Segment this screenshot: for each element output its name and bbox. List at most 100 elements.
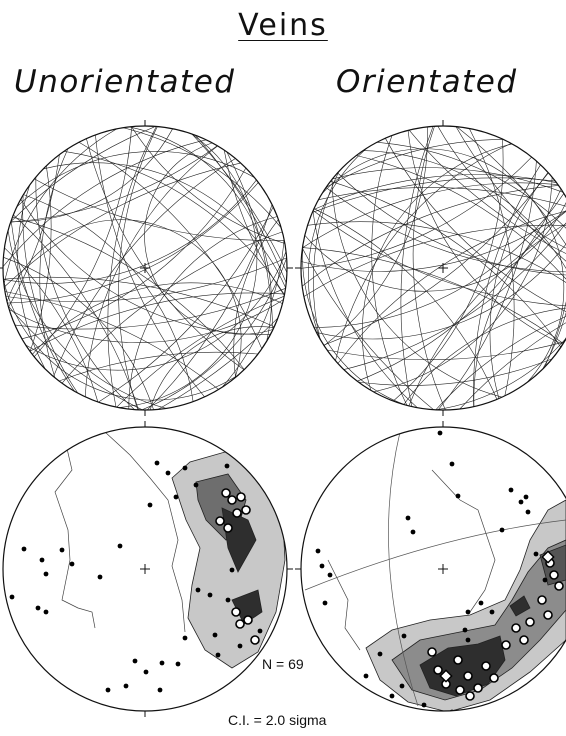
pole-cluster-marker bbox=[473, 683, 483, 693]
zero-contour-line bbox=[104, 431, 186, 633]
great-circle-trace bbox=[403, 306, 566, 405]
pole-point bbox=[542, 577, 548, 583]
great-circle-trace bbox=[7, 182, 259, 304]
great-circle-trace bbox=[144, 142, 274, 335]
pole-point bbox=[35, 605, 41, 611]
great-circle-trace bbox=[16, 151, 255, 208]
pole-point bbox=[173, 494, 179, 500]
great-circle-trace bbox=[393, 138, 504, 402]
great-circle-trace bbox=[95, 134, 205, 398]
pole-point bbox=[377, 651, 383, 657]
great-circle-trace bbox=[363, 150, 566, 300]
great-circle-trace bbox=[141, 257, 287, 410]
great-circle-trace bbox=[86, 138, 245, 371]
great-circle-trace bbox=[43, 162, 286, 288]
pole-cluster-marker bbox=[481, 661, 491, 671]
great-circle-trace bbox=[107, 126, 157, 408]
pole-cluster-marker bbox=[489, 673, 499, 683]
pole-cluster-marker bbox=[232, 508, 242, 518]
great-circle-trace bbox=[14, 288, 286, 330]
great-circle-trace bbox=[301, 274, 566, 410]
pole-cluster-marker bbox=[223, 523, 233, 533]
pole-point bbox=[105, 687, 111, 693]
great-circle-trace bbox=[7, 305, 143, 410]
great-circle-trace bbox=[118, 133, 258, 408]
pole-point bbox=[525, 509, 531, 515]
great-circle-trace bbox=[321, 148, 565, 383]
great-circle-trace bbox=[121, 178, 287, 410]
great-circle-trace bbox=[356, 155, 566, 298]
great-circle-trace bbox=[358, 358, 553, 386]
great-circle-trace bbox=[318, 187, 566, 208]
great-circle-trace bbox=[3, 257, 154, 410]
great-circle-trace bbox=[116, 295, 285, 408]
pole-cluster-marker bbox=[227, 495, 237, 505]
great-circle-trace bbox=[544, 212, 566, 368]
great-circle-trace bbox=[473, 164, 541, 407]
pole-point bbox=[237, 643, 243, 649]
great-circle-trace bbox=[437, 126, 566, 257]
pole-point bbox=[499, 527, 505, 533]
great-circle-trace bbox=[4, 291, 219, 390]
pole-cluster-marker bbox=[501, 640, 511, 650]
pole-point bbox=[159, 660, 165, 666]
great-circle-trace bbox=[400, 126, 434, 407]
great-circle-trace bbox=[304, 199, 566, 292]
great-circle-trace bbox=[303, 224, 566, 297]
great-circle-trace bbox=[85, 145, 218, 397]
pole-point bbox=[182, 465, 188, 471]
pole-point bbox=[322, 600, 328, 606]
great-circle-trace bbox=[58, 351, 258, 382]
reference-great-circle bbox=[304, 519, 566, 591]
great-circle-trace bbox=[78, 142, 263, 349]
great-circle-trace bbox=[118, 126, 158, 410]
great-circle-trace bbox=[302, 247, 564, 344]
great-circle-trace bbox=[343, 212, 566, 370]
pole-point bbox=[508, 487, 514, 493]
pole-point bbox=[21, 546, 27, 552]
pole-point bbox=[401, 633, 407, 639]
pole-point bbox=[193, 482, 199, 488]
cardinal-tick-marks bbox=[0, 120, 293, 416]
zero-contour-line bbox=[431, 469, 496, 613]
great-circle-trace bbox=[10, 128, 173, 222]
center-cross-icon bbox=[438, 564, 448, 574]
great-circle-trace bbox=[385, 138, 566, 317]
contour-level-3 bbox=[509, 595, 531, 617]
reference-great-circle bbox=[388, 431, 419, 707]
great-circle-trace bbox=[114, 126, 287, 400]
pole-point bbox=[389, 693, 395, 699]
great-circle-trace bbox=[12, 216, 245, 370]
stereonet-great-circles-unorientated bbox=[0, 120, 293, 416]
great-circle-trace bbox=[313, 171, 340, 339]
pole-point bbox=[224, 463, 230, 469]
great-circle-trace bbox=[352, 126, 537, 162]
contour-interval-label: C.I. = 2.0 sigma bbox=[228, 712, 327, 728]
pole-cluster-marker bbox=[465, 691, 475, 701]
pole-cluster-marker bbox=[250, 635, 260, 645]
pole-point bbox=[399, 683, 405, 689]
pole-point bbox=[410, 529, 416, 535]
pole-point bbox=[478, 600, 484, 606]
pole-point bbox=[465, 637, 471, 643]
great-circle-trace bbox=[4, 162, 241, 288]
pole-point bbox=[97, 574, 103, 580]
pole-point bbox=[123, 683, 129, 689]
pole-point bbox=[319, 563, 325, 569]
great-circle-trace bbox=[323, 172, 549, 346]
center-cross-icon bbox=[438, 263, 448, 273]
pole-cluster-marker bbox=[427, 647, 437, 657]
great-circle-trace bbox=[8, 154, 60, 308]
sample-count-label: N = 69 bbox=[262, 656, 304, 672]
contour-level-3 bbox=[419, 635, 506, 697]
great-circle-trace bbox=[330, 181, 562, 348]
great-circle-trace bbox=[223, 150, 285, 296]
great-circle-trace bbox=[22, 194, 79, 394]
pole-cluster-marker bbox=[549, 570, 559, 580]
great-circle-trace bbox=[314, 193, 565, 328]
pole-point bbox=[518, 499, 524, 505]
great-circle-trace bbox=[61, 231, 283, 384]
pole-cluster-marker bbox=[511, 623, 521, 633]
great-circle-trace bbox=[10, 145, 218, 223]
